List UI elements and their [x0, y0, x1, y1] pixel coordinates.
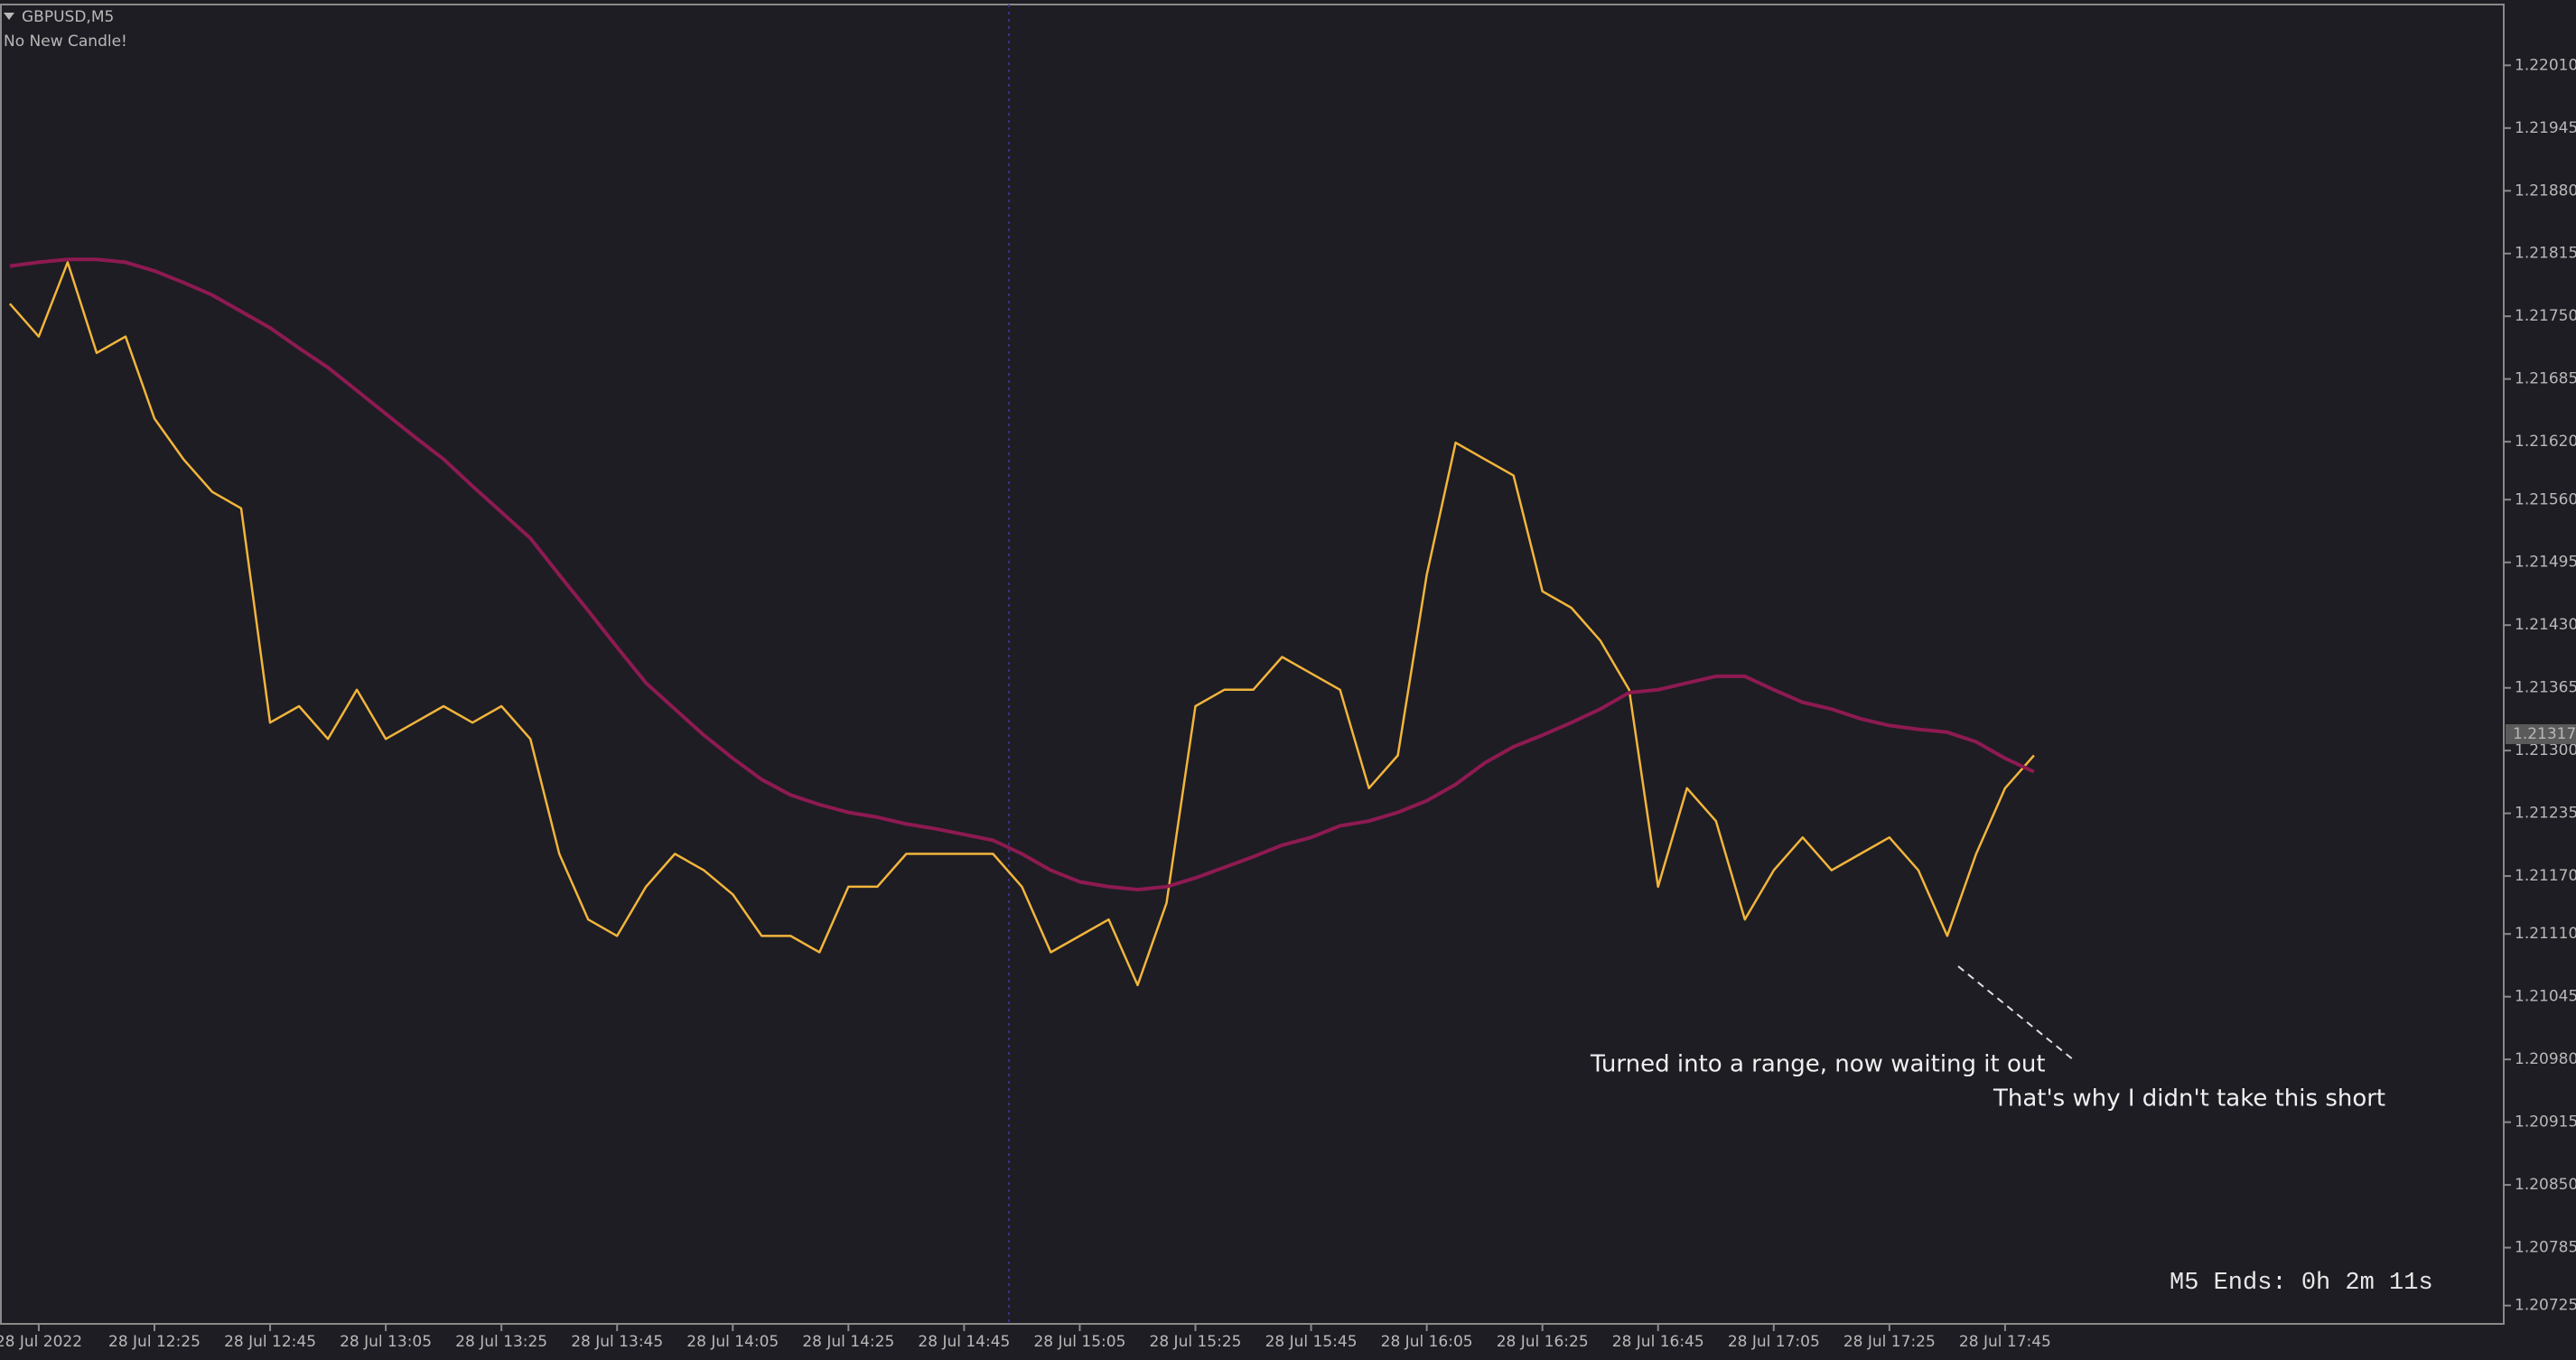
y-tick-label: 1.21880	[2515, 182, 2576, 200]
annotation: Turned into a range, now waiting it out	[1590, 1051, 2046, 1078]
x-tick-label: 28 Jul 12:25	[108, 1333, 201, 1351]
x-tick-label: 28 Jul 15:45	[1265, 1333, 1358, 1351]
x-tick-label: 28 Jul 17:45	[1959, 1333, 2051, 1351]
x-tick-label: 28 Jul 16:25	[1497, 1333, 1589, 1351]
x-tick-label: 28 Jul 14:05	[686, 1333, 779, 1351]
x-tick-label: 28 Jul 17:05	[1728, 1333, 1820, 1351]
y-tick-label: 1.21945	[2515, 119, 2576, 137]
y-tick-label: 1.21560	[2515, 490, 2576, 508]
y-tick-label: 1.21620	[2515, 433, 2576, 451]
current-price-label: 1.21317	[2513, 725, 2576, 743]
x-tick-label: 28 Jul 13:05	[340, 1333, 432, 1351]
series-line	[9, 257, 2035, 892]
x-tick-label: 28 Jul 17:25	[1843, 1333, 1936, 1351]
y-tick-label: 1.21685	[2515, 370, 2576, 388]
x-tick-label: 28 Jul 15:05	[1033, 1333, 1125, 1351]
y-tick-label: 1.21750	[2515, 307, 2576, 325]
y-tick-label: 1.20785	[2515, 1239, 2576, 1257]
annotation: That's why I didn't take this short	[1993, 1085, 2385, 1113]
current-price-box	[2506, 723, 2576, 744]
y-tick-label: 1.20850	[2515, 1176, 2576, 1194]
y-tick-label: 1.21235	[2515, 805, 2576, 823]
x-tick-label: 28 Jul 16:45	[1612, 1333, 1704, 1351]
x-tick-label: 28 Jul 14:25	[802, 1333, 894, 1351]
y-tick-label: 1.20980	[2515, 1050, 2576, 1068]
y-tick-label: 1.20915	[2515, 1113, 2576, 1132]
y-tick-label: 1.21300	[2515, 741, 2576, 759]
chart-title: GBPUSD,M5	[22, 8, 114, 26]
y-tick-label: 1.21365	[2515, 679, 2576, 697]
y-tick-label: 1.20725	[2515, 1297, 2576, 1315]
x-tick-label: 28 Jul 13:25	[455, 1333, 547, 1351]
x-tick-label: 28 Jul 14:45	[918, 1333, 1010, 1351]
y-tick-label: 1.21495	[2515, 554, 2576, 572]
x-tick-label: 28 Jul 2022	[0, 1333, 82, 1351]
plot-frame	[0, 4, 2505, 1325]
collapse-arrow[interactable]	[4, 13, 14, 20]
candle-timer: M5 Ends: 0h 2m 11s	[2170, 1270, 2433, 1297]
y-tick-label: 1.22010	[2515, 56, 2576, 74]
y-tick-label: 1.21170	[2515, 867, 2576, 885]
series-line	[8, 261, 2035, 987]
x-tick-label: 28 Jul 16:05	[1381, 1333, 1473, 1351]
y-tick-label: 1.21815	[2515, 245, 2576, 263]
y-tick-label: 1.21045	[2515, 988, 2576, 1006]
x-tick-label: 28 Jul 15:25	[1150, 1333, 1242, 1351]
y-tick-label: 1.21430	[2515, 616, 2576, 634]
chart-subtitle: No New Candle!	[4, 33, 127, 51]
y-tick-label: 1.21110	[2515, 925, 2576, 943]
x-tick-label: 28 Jul 13:45	[571, 1333, 663, 1351]
x-tick-label: 28 Jul 12:45	[224, 1333, 316, 1351]
